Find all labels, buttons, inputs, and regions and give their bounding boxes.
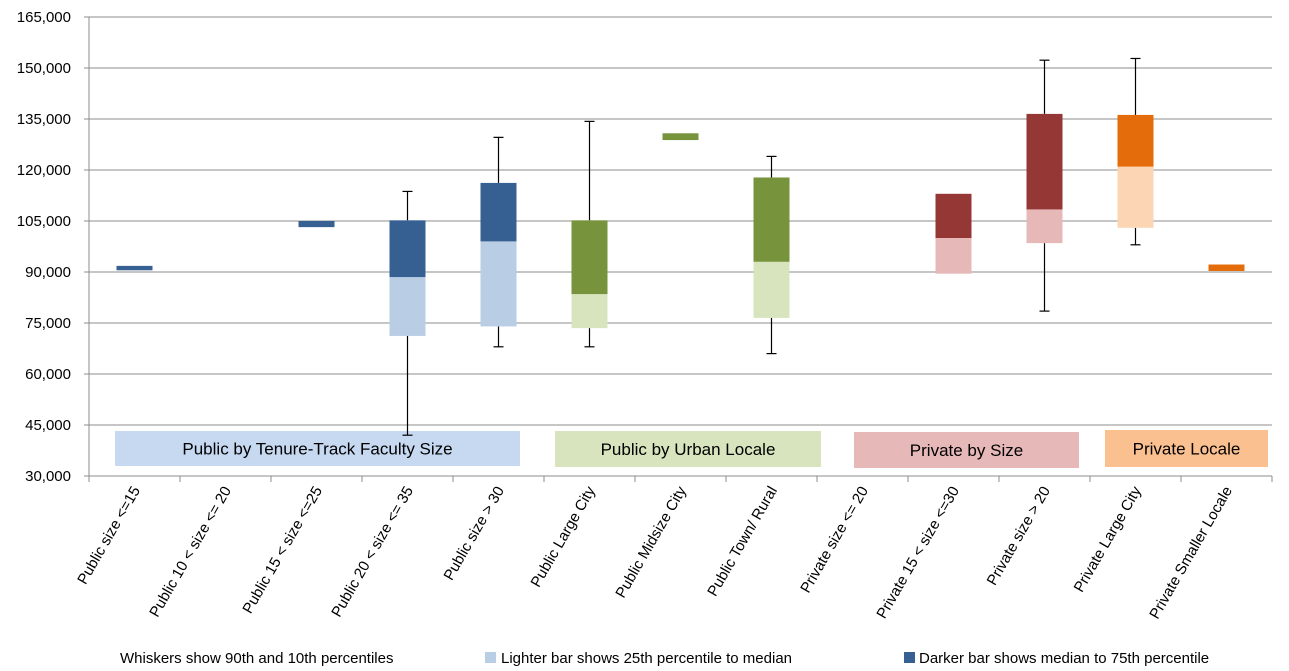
- box-lower-half: [753, 261, 790, 318]
- note-lighter-swatch: [485, 652, 496, 663]
- box-lower-half: [480, 241, 517, 327]
- box-upper-half: [753, 177, 790, 262]
- y-tick-label: 150,000: [17, 60, 71, 77]
- group-label: Public by Tenure-Track Faculty Size: [182, 440, 452, 459]
- x-category-label: Public 20 < size <= 35: [328, 484, 417, 621]
- group-label-bands: Public by Tenure-Track Faculty Size Publi…: [115, 430, 1268, 468]
- box-upper-half: [298, 221, 335, 228]
- box-upper-half: [389, 220, 426, 278]
- x-category-label: Public size <=15: [74, 484, 144, 588]
- box-upper-half: [116, 265, 153, 271]
- note-lighter: Lighter bar shows 25th percentile to med…: [501, 650, 792, 667]
- box-upper-half: [1117, 114, 1154, 167]
- y-tick-label: 30,000: [25, 468, 71, 485]
- x-category-label: Public Large City: [528, 483, 600, 590]
- x-category-label: Public 10 < size <= 20: [146, 484, 235, 621]
- x-category-label: Private 15 < size <=30: [873, 484, 963, 622]
- y-tick-label: 60,000: [25, 366, 71, 383]
- x-category-label: Private size > 20: [984, 484, 1054, 589]
- box-upper-half: [1026, 113, 1063, 210]
- note-darker-swatch: [904, 652, 915, 663]
- gridlines: [89, 16, 1272, 477]
- group-label: Private by Size: [910, 441, 1023, 460]
- y-tick-label: 90,000: [25, 264, 71, 281]
- x-category-label: Public size > 30: [440, 484, 507, 584]
- x-category-label: Private Smaller Locale: [1146, 484, 1236, 622]
- box-lower-half: [571, 294, 608, 329]
- axes: [84, 16, 1273, 482]
- y-tick-label: 120,000: [17, 162, 71, 179]
- y-axis-tick-labels: 30,000 45,000 60,000 75,000 90,000 105,000 120…: [17, 9, 71, 485]
- group-band: [115, 431, 520, 466]
- box-lower-half: [1026, 209, 1063, 244]
- y-tick-label: 105,000: [17, 213, 71, 230]
- note-darker: Darker bar shows median to 75th percenti…: [919, 650, 1209, 667]
- x-category-label: Public Midsize City: [612, 483, 690, 601]
- x-category-label: Public 15 < size <=25: [239, 484, 326, 617]
- x-category-label: Public Town/ Rural: [704, 484, 781, 600]
- y-tick-label: 165,000: [17, 9, 71, 26]
- x-category-label: Private Large City: [1071, 483, 1146, 595]
- box-lower-half: [935, 238, 972, 274]
- group-label: Public by Urban Locale: [601, 440, 776, 459]
- box-lower-half: [389, 277, 426, 336]
- y-tick-label: 75,000: [25, 315, 71, 332]
- group-label: Private Locale: [1133, 440, 1241, 459]
- group-band: [1105, 430, 1268, 467]
- box-upper-half: [935, 193, 972, 238]
- legend-notes: Whiskers show 90th and 10th percentiles …: [120, 650, 1209, 667]
- boxes: [116, 57, 1245, 436]
- box-upper-half: [480, 182, 517, 242]
- x-axis-category-labels: Public size <=15 Public 10 < size <= 20 Pu…: [74, 483, 1236, 622]
- x-category-label: Private size <= 20: [797, 484, 872, 596]
- box-upper-half: [571, 220, 608, 295]
- y-tick-label: 45,000: [25, 417, 71, 434]
- y-tick-label: 135,000: [17, 111, 71, 128]
- group-band: [555, 431, 821, 467]
- box-upper-half: [662, 133, 699, 141]
- group-band: [854, 432, 1079, 468]
- box-lower-half: [1117, 166, 1154, 228]
- box-upper-half: [1208, 264, 1245, 271]
- note-whiskers: Whiskers show 90th and 10th percentiles: [120, 650, 393, 667]
